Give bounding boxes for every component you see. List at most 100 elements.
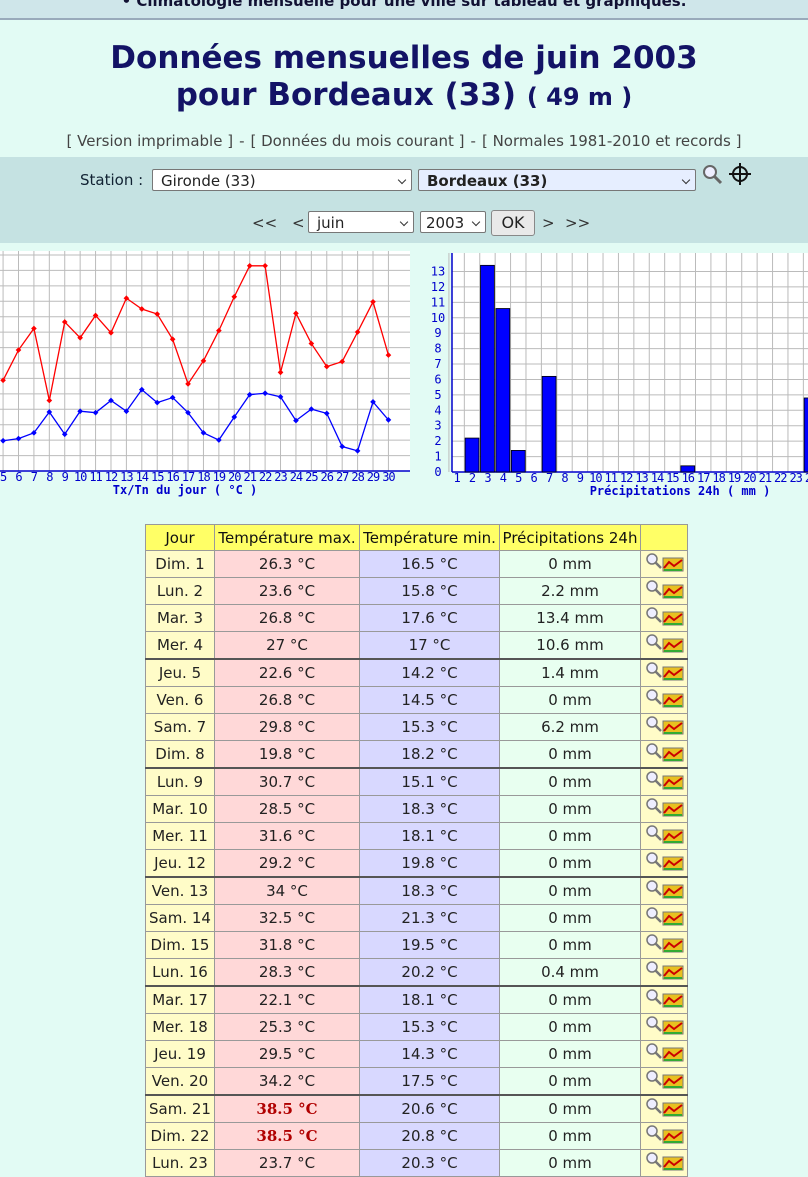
icon-cell [640,713,688,742]
y-tick-label: 1 [434,450,441,464]
ok-button[interactable]: OK [491,210,535,236]
tmin-cell: 20.3 °C [359,1149,500,1177]
x-tick-label: 26 [321,470,334,484]
x-tick-label: 28 [351,470,364,484]
x-tick-label: 7 [546,471,553,485]
row-icons[interactable] [643,714,685,736]
point [323,410,330,417]
search-icon[interactable] [703,165,717,179]
row-icons[interactable] [643,905,685,927]
x-tick-label: 18 [197,470,210,484]
plot-bg [452,253,808,472]
next-link[interactable]: > [542,214,555,232]
point [123,408,130,415]
tmax-cell: 19.8 °C [214,740,360,769]
day-cell: Ven. 6 [145,686,215,715]
tmax-cell: 38.5 °C [214,1094,360,1124]
tmax-cell: 22.6 °C [214,658,360,688]
x-tick-label: 9 [62,470,69,484]
precip-cell: 0 mm [499,876,641,906]
point [185,381,191,387]
row-icons[interactable] [643,578,685,600]
row-icons[interactable] [643,959,685,981]
point [308,406,315,412]
day-cell: Mer. 18 [145,1013,215,1042]
table-row: Mer. 11 31.6 °C 18.1 °C 0 mm [145,822,688,851]
x-tick-label: 4 [500,471,507,485]
charts: 5 6 7 8 9 10 11 12 13 14 15 16 17 18 19 20 21 22 23 24 25 26 2… [0,251,808,498]
point [77,334,83,341]
row-icons[interactable] [643,823,685,845]
row-icons[interactable] [643,769,685,791]
tmin-cell: 18.3 °C [359,795,500,824]
point [370,399,376,405]
table-row: Sam. 14 32.5 °C 21.3 °C 0 mm [145,904,688,933]
table-row: Mer. 4 27 °C 17 °C 10.6 mm [145,631,688,660]
precip-cell: 0 mm [499,822,641,851]
row-icons[interactable] [643,1014,685,1036]
icon-cell [640,849,688,878]
row-icons[interactable] [643,1041,685,1063]
link[interactable]: [ Données du mois courant ] [250,132,465,150]
precip-cell: 0 mm [499,1067,641,1096]
link[interactable]: [ Version imprimable ] [66,132,234,150]
altitude: ( 49 m ) [526,83,633,111]
year-select[interactable]: 2003 [420,211,486,233]
row-icons[interactable] [643,932,685,954]
city-select[interactable]: Bordeaux (33) [418,169,696,191]
tmin-cell: 14.5 °C [359,686,500,715]
x-tick-label: 8 [561,471,568,485]
row-icons[interactable] [643,660,685,682]
precip-cell: 0 mm [499,686,641,715]
x-tick-label: 27 [336,470,349,484]
prev-link[interactable]: < [292,214,305,232]
day-cell: Mar. 10 [145,795,215,824]
y-tick-label: 9 [434,326,441,340]
row-icons[interactable] [643,987,685,1009]
day-cell: Dim. 1 [145,550,215,579]
day-cell: Dim. 8 [145,740,215,769]
y-tick-label: 7 [434,357,441,371]
row-icons[interactable] [643,1123,685,1145]
tmin-cell: 15.3 °C [359,713,500,742]
day-cell: Lun. 16 [145,958,215,987]
icon-cell [640,795,688,824]
point [200,358,207,364]
icon-cell [640,1149,688,1177]
row-icons[interactable] [643,1068,685,1090]
point [385,417,392,423]
bar [480,264,495,473]
icon-cell [640,767,688,797]
header-cell: Précipitations 24h [499,523,641,552]
point [200,430,207,436]
month-select[interactable]: juin [308,211,414,233]
row-icons[interactable] [643,850,685,872]
link[interactable]: [ Normales 1981-2010 et records ] [481,132,742,150]
bar [495,308,511,473]
tmax-cell: 28.3 °C [214,958,360,987]
row-icons[interactable] [643,632,685,654]
day-cell: Lun. 9 [145,767,215,797]
row-icons[interactable] [643,741,685,763]
bar [803,397,808,473]
row-icons[interactable] [643,796,685,818]
row-icons[interactable] [643,605,685,627]
row-icons[interactable] [643,1096,685,1118]
department-select[interactable]: Gironde (33) [152,169,412,191]
y-tick-label: 12 [431,280,445,294]
tmin-cell: 20.2 °C [359,958,500,987]
day-cell: Sam. 21 [145,1094,215,1124]
day-cell: Sam. 14 [145,904,215,933]
last-link[interactable]: >> [565,214,591,232]
tmin-cell: 18.1 °C [359,822,500,851]
x-tick-label: 17 [697,471,710,485]
row-icons[interactable] [643,878,685,900]
row-icons[interactable] [643,551,685,573]
tmin-cell: 19.8 °C [359,849,500,878]
point [308,340,315,347]
first-link[interactable]: << [252,214,278,232]
row-icons[interactable] [643,687,685,709]
tmax-cell: 29.8 °C [214,713,360,742]
x-axis-title: Tx/Tn du jour ( °C ) [113,483,258,497]
row-icons[interactable] [643,1150,685,1172]
